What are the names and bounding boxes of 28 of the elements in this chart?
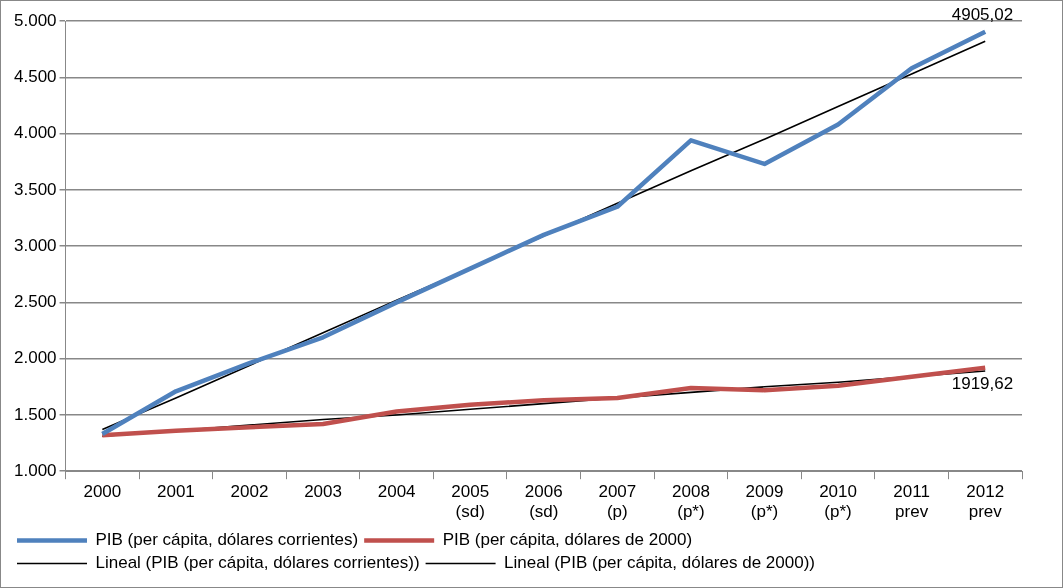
x-tick-label: 2000 [83,482,122,502]
legend-label: PIB (per cápita, dólares de 2000) [442,530,693,550]
x-tick-label: 2010 (p*) [819,482,857,522]
x-tick-label: 2004 [377,482,416,502]
legend-label: Lineal (PIB (per cápita, dólares de 2000)) [504,553,815,573]
y-tick-label: 3.500 [13,179,57,199]
data-label: 1919,62 [951,373,1014,393]
y-tick-label: 3.000 [13,235,57,255]
x-tick-label: 2012 prev [966,482,1005,522]
x-tick-label: 2006 (sd) [524,482,563,522]
x-tick-label: 2003 [304,482,342,502]
x-tick-label: 2002 [230,482,269,502]
y-tick-label: 2.500 [13,292,57,312]
y-tick-label: 4.000 [13,123,57,143]
data-label: 4905,02 [951,4,1014,24]
y-tick-label: 1.500 [13,404,57,424]
x-tick-label: 2009 (p*) [745,482,784,522]
y-tick-label: 2.000 [13,348,57,368]
x-tick-label: 2001 [156,482,195,502]
y-tick-label: 5.000 [13,10,57,30]
legend-label: PIB (per cápita, dólares corrientes) [95,530,359,550]
x-tick-label: 2005 (sd) [451,482,490,522]
y-tick-label: 1.000 [13,460,57,480]
y-tick-label: 4.500 [13,66,57,86]
x-tick-label: 2007 (p) [598,482,637,522]
legend-label: Lineal (PIB (per cápita, dólares corrientes)) [95,553,420,573]
x-tick-label: 2011 prev [893,482,930,522]
x-tick-label: 2008 (p*) [672,482,710,522]
